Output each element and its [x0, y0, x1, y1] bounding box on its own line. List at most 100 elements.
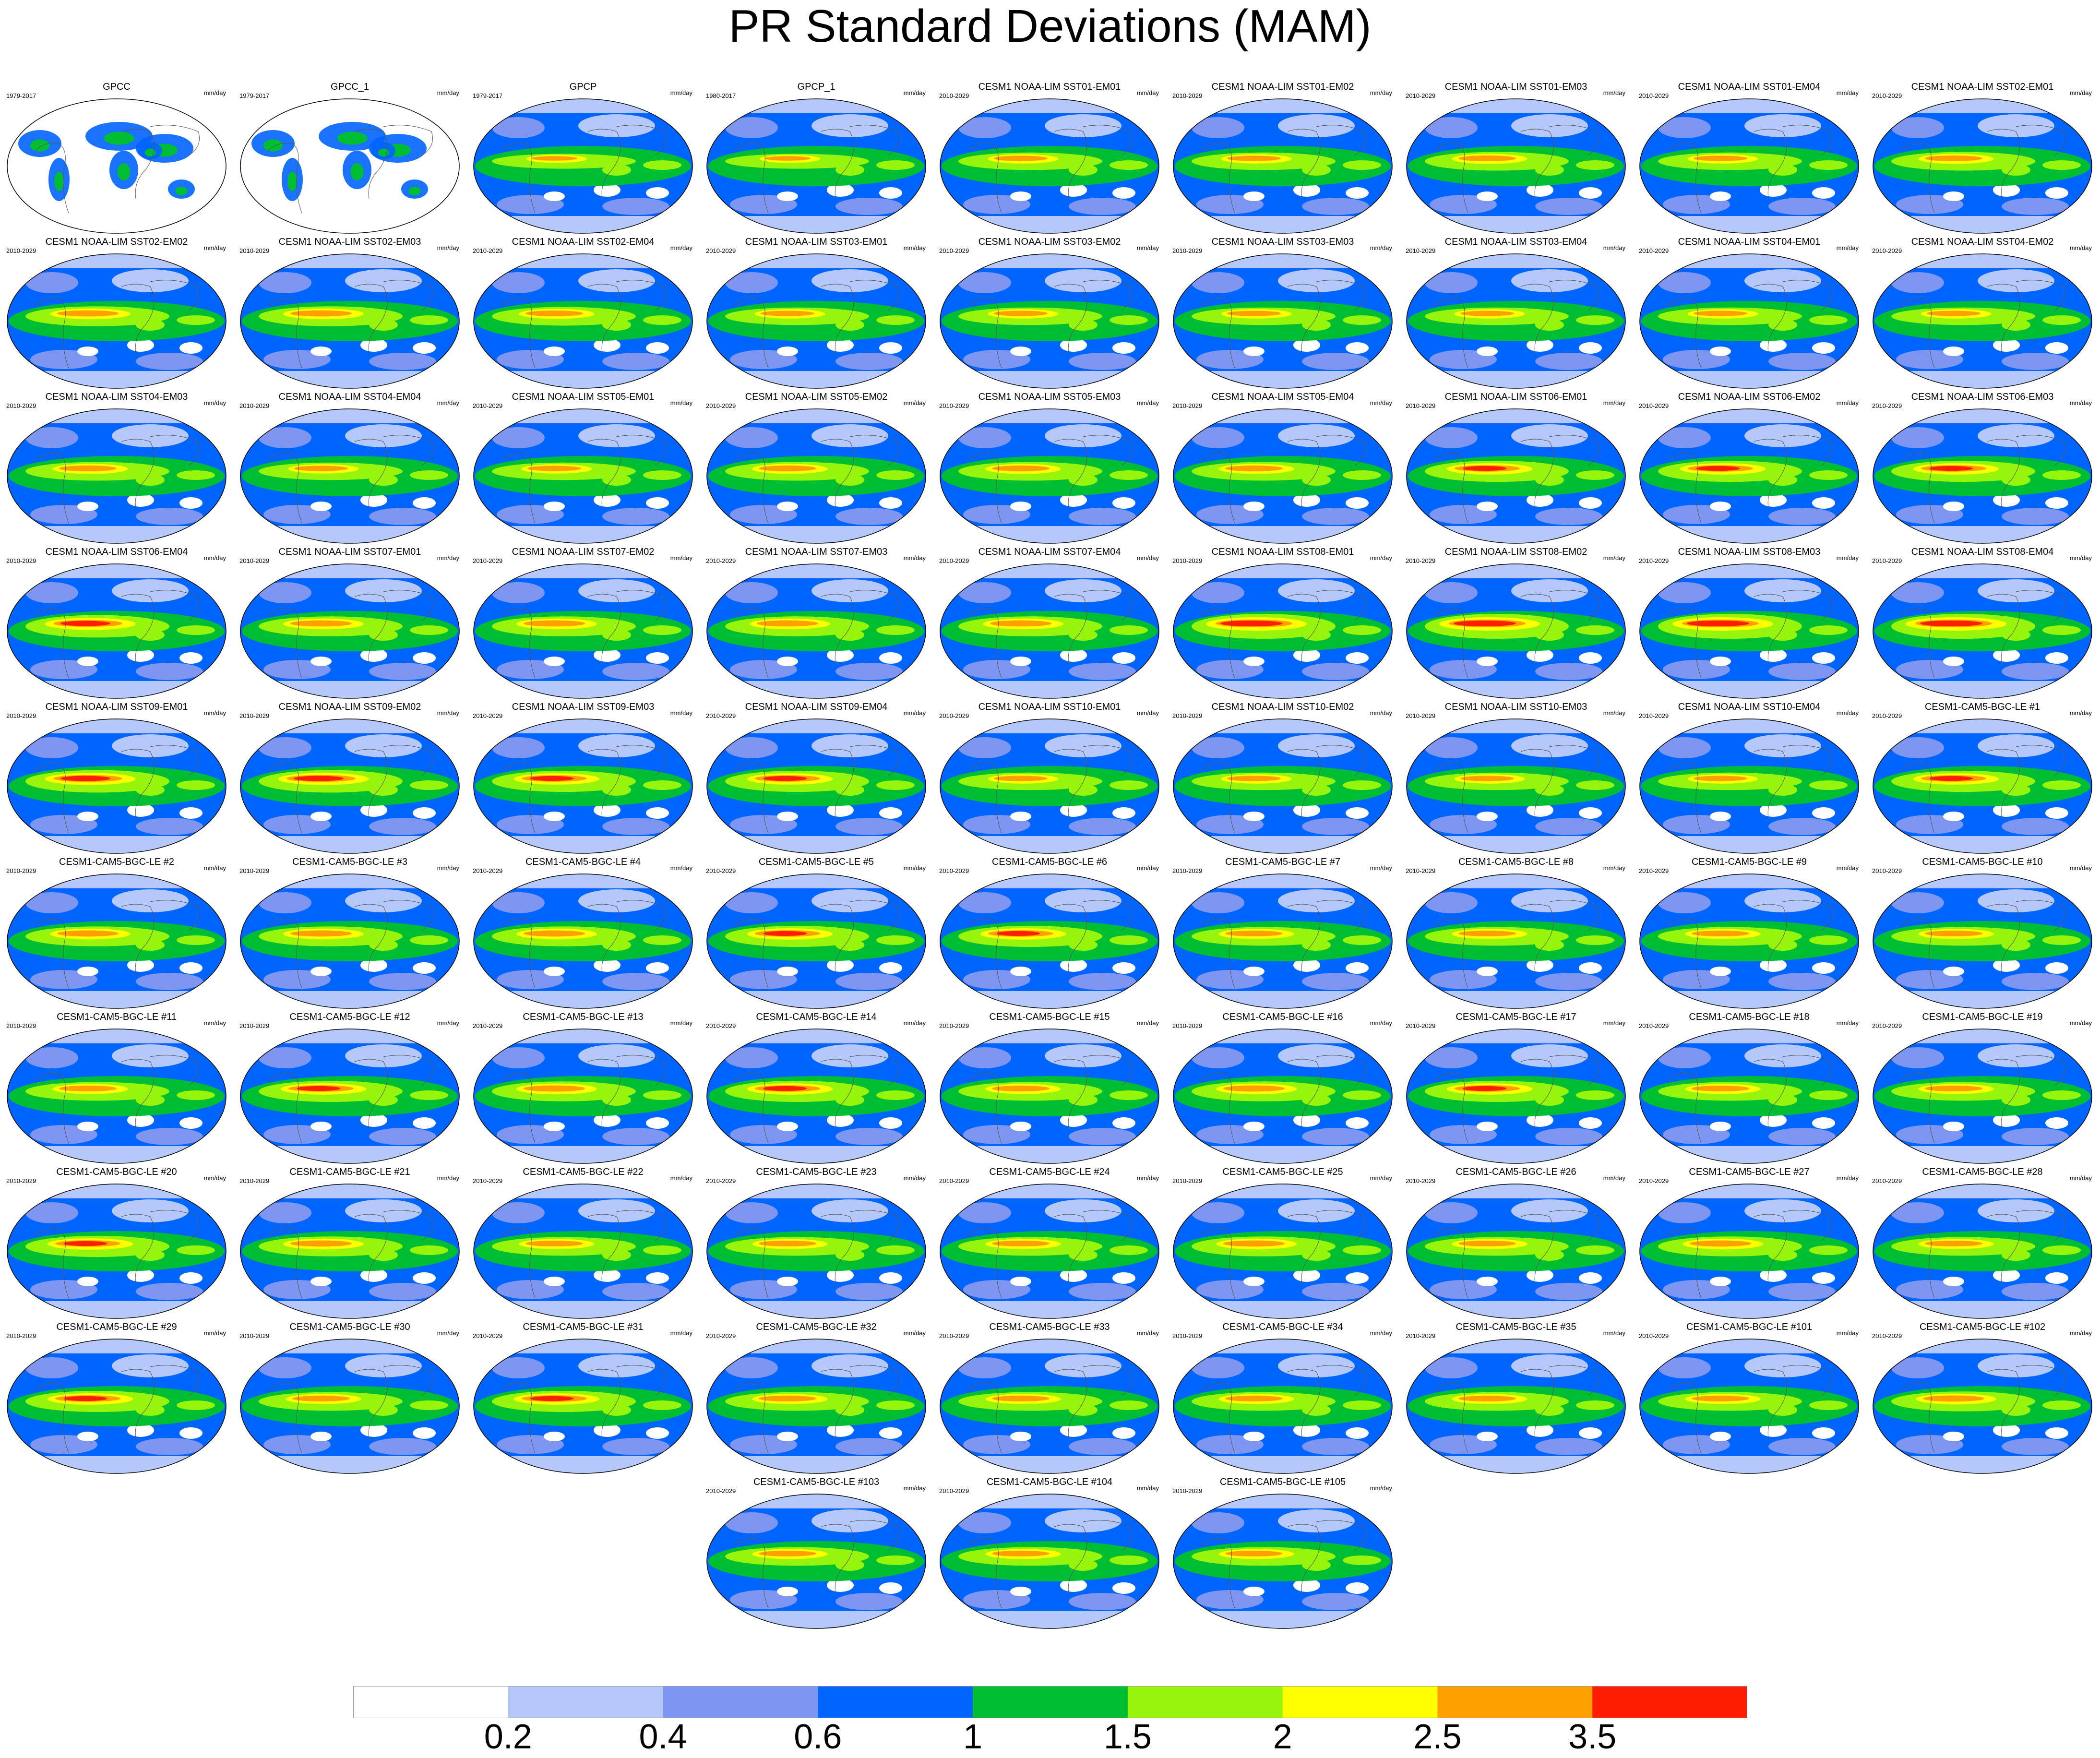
- panel-title: CESM1 NOAA-LIM SST04-EM03: [45, 392, 188, 402]
- map-panel: CESM1-CAM5-BGC-LE #25 2010-2029 mm/day: [1169, 1167, 1396, 1321]
- world-map: [7, 1028, 227, 1164]
- panel-units: mm/day: [903, 709, 926, 717]
- panel-title: CESM1-CAM5-BGC-LE #20: [56, 1167, 177, 1177]
- world-map: [706, 408, 926, 544]
- panel-period: 2010-2029: [6, 247, 36, 254]
- panel-units: mm/day: [670, 89, 692, 96]
- world-map: [240, 718, 460, 854]
- panel-period: 2010-2029: [1172, 1332, 1203, 1339]
- colorbar-swatch: [818, 1686, 973, 1718]
- panel-title: CESM1 NOAA-LIM SST02-EM02: [45, 237, 188, 247]
- panel-title: CESM1 NOAA-LIM SST07-EM02: [512, 547, 655, 557]
- panel-units: mm/day: [1836, 1019, 1859, 1027]
- map-panel: CESM1-CAM5-BGC-LE #4 2010-2029 mm/day: [470, 857, 696, 1011]
- world-map: [473, 1028, 693, 1164]
- world-map: [1406, 1184, 1626, 1319]
- panel-units: mm/day: [1370, 1174, 1392, 1182]
- panel-title: CESM1-CAM5-BGC-LE #10: [1922, 857, 2043, 867]
- panel-title: CESM1 NOAA-LIM SST06-EM03: [1911, 392, 2054, 402]
- map-panel: CESM1 NOAA-LIM SST05-EM02 2010-2029 mm/day: [703, 392, 930, 546]
- panel-title: CESM1 NOAA-LIM SST03-EM04: [1444, 237, 1587, 247]
- panel-period: 2010-2029: [473, 402, 503, 409]
- panel-units: mm/day: [1136, 864, 1159, 872]
- panel-period: 2010-2029: [1406, 1022, 1436, 1029]
- world-map: [1173, 1339, 1393, 1474]
- panel-period: 2010-2029: [1639, 1332, 1669, 1339]
- panel-period: 2010-2029: [1639, 712, 1669, 719]
- map-panel: CESM1 NOAA-LIM SST02-EM02 2010-2029 mm/day: [3, 237, 230, 391]
- panel-title: CESM1-CAM5-BGC-LE #3: [292, 857, 408, 867]
- panel-title: CESM1 NOAA-LIM SST09-EM01: [45, 702, 188, 712]
- panel-title: CESM1 NOAA-LIM SST02-EM01: [1911, 82, 2054, 92]
- map-panel: CESM1 NOAA-LIM SST04-EM03 2010-2029 mm/day: [3, 392, 230, 546]
- world-map: [1639, 563, 1859, 699]
- panel-title: CESM1 NOAA-LIM SST09-EM02: [278, 702, 421, 712]
- colorbar-swatch: [508, 1686, 664, 1718]
- panel-title: GPCC_1: [330, 82, 370, 92]
- map-panel: CESM1-CAM5-BGC-LE #31 2010-2029 mm/day: [470, 1322, 696, 1476]
- panel-units: mm/day: [2069, 554, 2092, 562]
- world-map: [940, 253, 1159, 389]
- panel-title: CESM1-CAM5-BGC-LE #34: [1222, 1322, 1343, 1332]
- panel-period: 2010-2029: [706, 1332, 736, 1339]
- map-panel: GPCP 1979-2017 mm/day: [470, 82, 696, 236]
- panel-units: mm/day: [2069, 709, 2092, 717]
- world-map: [940, 1184, 1159, 1319]
- panel-period: 2010-2029: [6, 1332, 36, 1339]
- world-map: [1406, 1339, 1626, 1474]
- panel-units: mm/day: [437, 399, 459, 407]
- panel-title: CESM1 NOAA-LIM SST02-EM04: [512, 237, 655, 247]
- map-panel: CESM1 NOAA-LIM SST09-EM02 2010-2029 mm/day: [237, 702, 463, 856]
- panel-units: mm/day: [1370, 864, 1392, 872]
- panel-title: CESM1 NOAA-LIM SST03-EM01: [745, 237, 888, 247]
- panel-units: mm/day: [437, 1019, 459, 1027]
- colorbar-tick-label: 3.5: [1568, 1718, 1617, 1756]
- panel-title: CESM1 NOAA-LIM SST05-EM02: [745, 392, 888, 402]
- panel-title: CESM1-CAM5-BGC-LE #28: [1922, 1167, 2043, 1177]
- world-map: [7, 408, 227, 544]
- map-panel: CESM1-CAM5-BGC-LE #3 2010-2029 mm/day: [237, 857, 463, 1011]
- panel-period: 2010-2029: [1872, 1177, 1902, 1184]
- panel-units: mm/day: [903, 1484, 926, 1492]
- colorbar: [353, 1686, 1747, 1718]
- panel-title: CESM1 NOAA-LIM SST01-EM01: [978, 82, 1121, 92]
- panel-title: CESM1-CAM5-BGC-LE #101: [1686, 1322, 1813, 1332]
- panel-period: 2010-2029: [1639, 247, 1669, 254]
- panel-period: 2010-2029: [1172, 402, 1203, 409]
- panel-period: 2010-2029: [473, 1022, 503, 1029]
- map-panel: CESM1-CAM5-BGC-LE #20 2010-2029 mm/day: [3, 1167, 230, 1321]
- world-map: [706, 1028, 926, 1164]
- panel-units: mm/day: [1370, 709, 1392, 717]
- panel-period: 2010-2029: [239, 402, 270, 409]
- colorbar-swatch: [973, 1686, 1128, 1718]
- panel-period: 2010-2029: [706, 247, 736, 254]
- panel-period: 2010-2029: [6, 1177, 36, 1184]
- panel-units: mm/day: [437, 709, 459, 717]
- panel-period: 2010-2029: [6, 867, 36, 874]
- world-map: [1639, 98, 1859, 234]
- panel-units: mm/day: [437, 554, 459, 562]
- panel-units: mm/day: [1136, 1329, 1159, 1337]
- map-panel: CESM1-CAM5-BGC-LE #19 2010-2029 mm/day: [1869, 1012, 2096, 1166]
- panel-title: CESM1-CAM5-BGC-LE #22: [523, 1167, 644, 1177]
- panel-period: 2010-2029: [1639, 92, 1669, 99]
- panel-period: 2010-2029: [1406, 1332, 1436, 1339]
- panel-title: CESM1-CAM5-BGC-LE #13: [523, 1012, 644, 1022]
- world-map: [706, 1494, 926, 1629]
- world-map: [1406, 563, 1626, 699]
- map-panel: CESM1-CAM5-BGC-LE #14 2010-2029 mm/day: [703, 1012, 930, 1166]
- panel-period: 2010-2029: [473, 557, 503, 564]
- panel-title: CESM1-CAM5-BGC-LE #105: [1219, 1477, 1346, 1487]
- panel-period: 2010-2029: [1172, 867, 1203, 874]
- world-map: [1873, 408, 2092, 544]
- map-panel: CESM1 NOAA-LIM SST03-EM02 2010-2029 mm/day: [936, 237, 1163, 391]
- world-map: [1406, 408, 1626, 544]
- map-panel: CESM1 NOAA-LIM SST01-EM02 2010-2029 mm/day: [1169, 82, 1396, 236]
- panel-units: mm/day: [670, 399, 692, 407]
- panel-title: CESM1-CAM5-BGC-LE #9: [1691, 857, 1807, 867]
- world-map: [240, 408, 460, 544]
- map-panel: CESM1 NOAA-LIM SST05-EM03 2010-2029 mm/day: [936, 392, 1163, 546]
- panel-units: mm/day: [203, 89, 226, 96]
- map-panel: CESM1-CAM5-BGC-LE #27 2010-2029 mm/day: [1636, 1167, 1862, 1321]
- colorbar-swatch: [1437, 1686, 1593, 1718]
